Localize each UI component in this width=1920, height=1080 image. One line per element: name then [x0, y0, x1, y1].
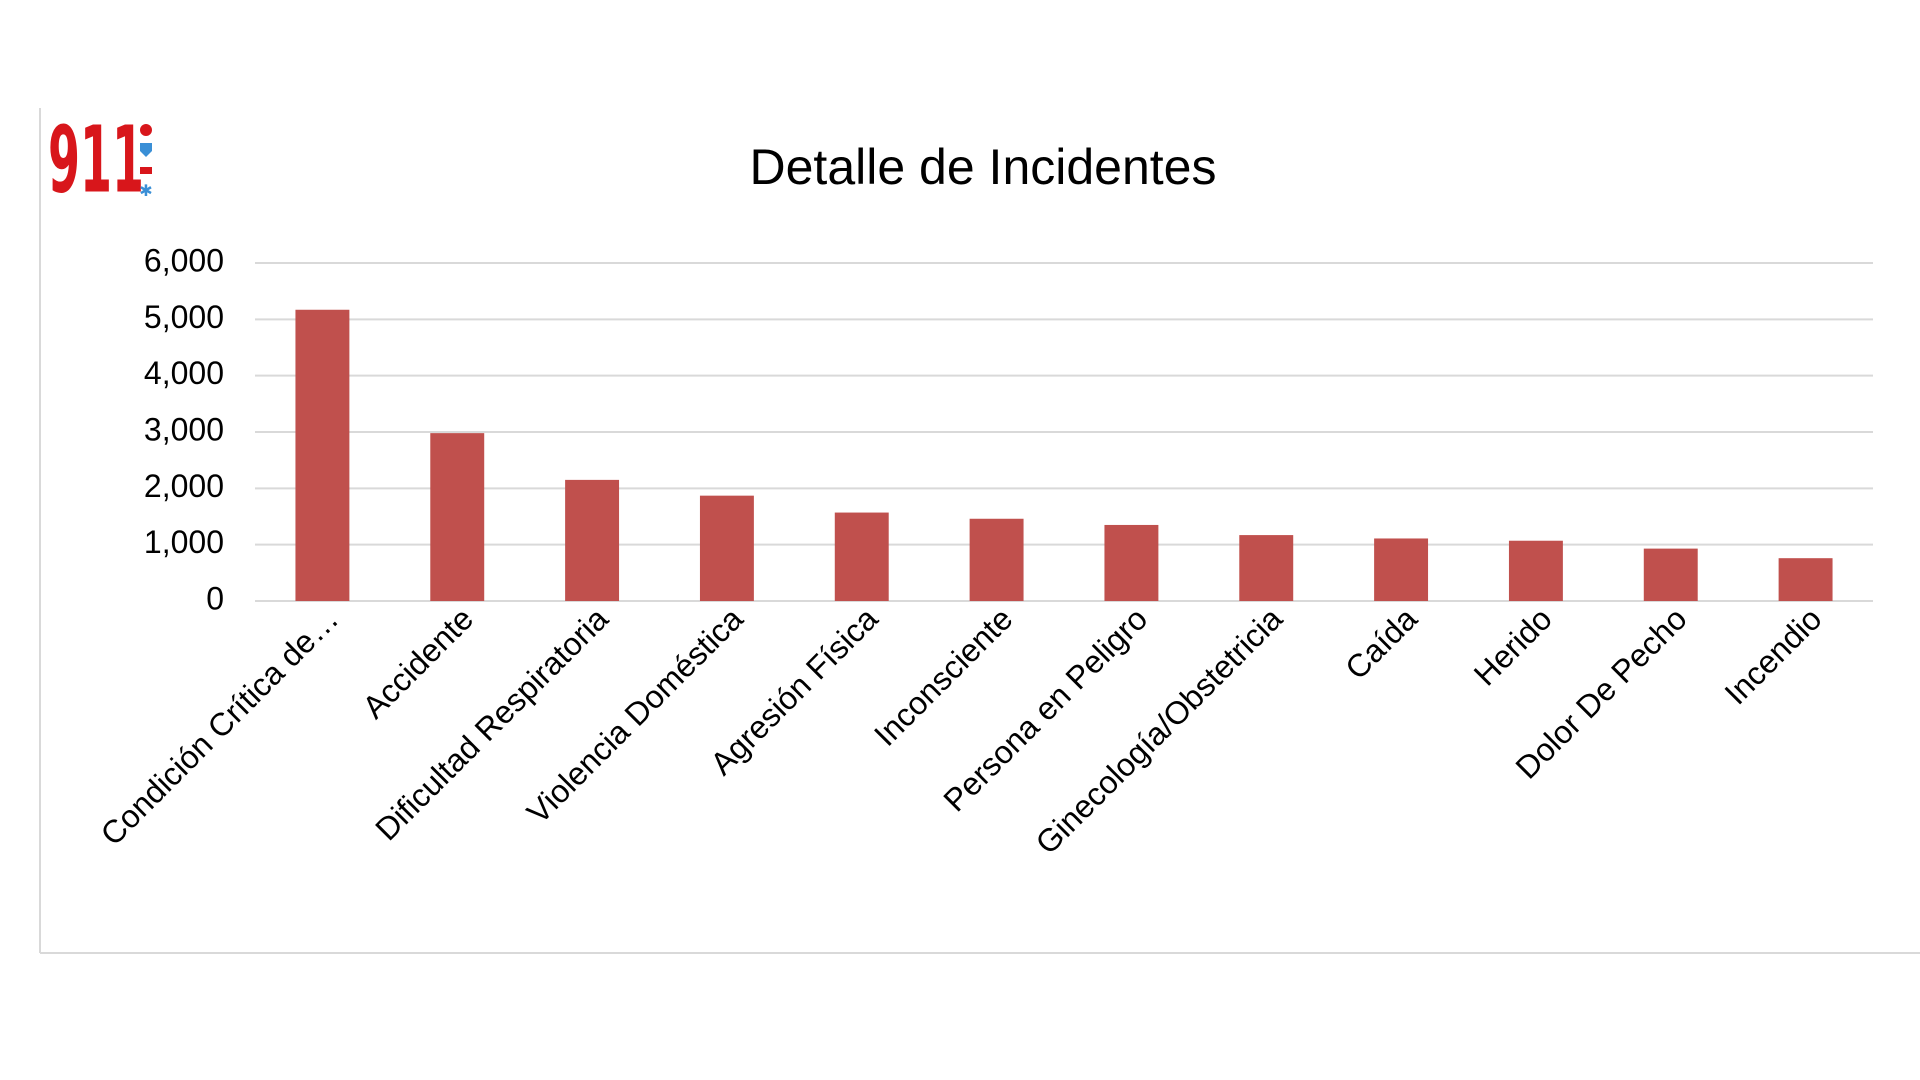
bar: [969, 518, 1024, 601]
x-tick-label: Caída: [1338, 600, 1424, 686]
y-tick-label: 5,000: [144, 299, 224, 335]
y-tick-label: 0: [206, 580, 224, 616]
bar: [699, 495, 754, 601]
x-tick-label: Inconsciente: [867, 600, 1020, 753]
x-tick-label: Incendio: [1718, 600, 1829, 711]
logo-icon: ✱: [139, 183, 152, 200]
bar: [1778, 558, 1833, 601]
bar: [834, 512, 889, 601]
bar: [1643, 548, 1698, 601]
bar: [295, 309, 350, 601]
y-tick-label: 6,000: [144, 242, 224, 278]
bar: [1508, 540, 1563, 601]
x-tick-label: Accidente: [355, 600, 480, 725]
x-tick-label: Ginecología/Obstetricia: [1029, 600, 1290, 861]
y-tick-label: 3,000: [144, 411, 224, 447]
bar: [1374, 538, 1429, 601]
bar: [565, 479, 620, 601]
x-tick-label: Dificultad Respiratoria: [368, 600, 615, 847]
bar: [1104, 524, 1159, 601]
bar: [1239, 535, 1294, 601]
y-tick-label: 1,000: [144, 524, 224, 560]
chart-title: Detalle de Incidentes: [750, 139, 1217, 195]
logo: 911: [48, 106, 144, 213]
x-tick-label: Herido: [1467, 600, 1559, 692]
logo-icon: [140, 167, 152, 174]
y-tick-label: 2,000: [144, 468, 224, 504]
logo-icon: [140, 124, 152, 136]
y-tick-label: 4,000: [144, 355, 224, 391]
bar: [430, 433, 485, 601]
x-tick-label: Condición Crítica de…: [94, 600, 346, 852]
logo-icon: [140, 143, 152, 157]
